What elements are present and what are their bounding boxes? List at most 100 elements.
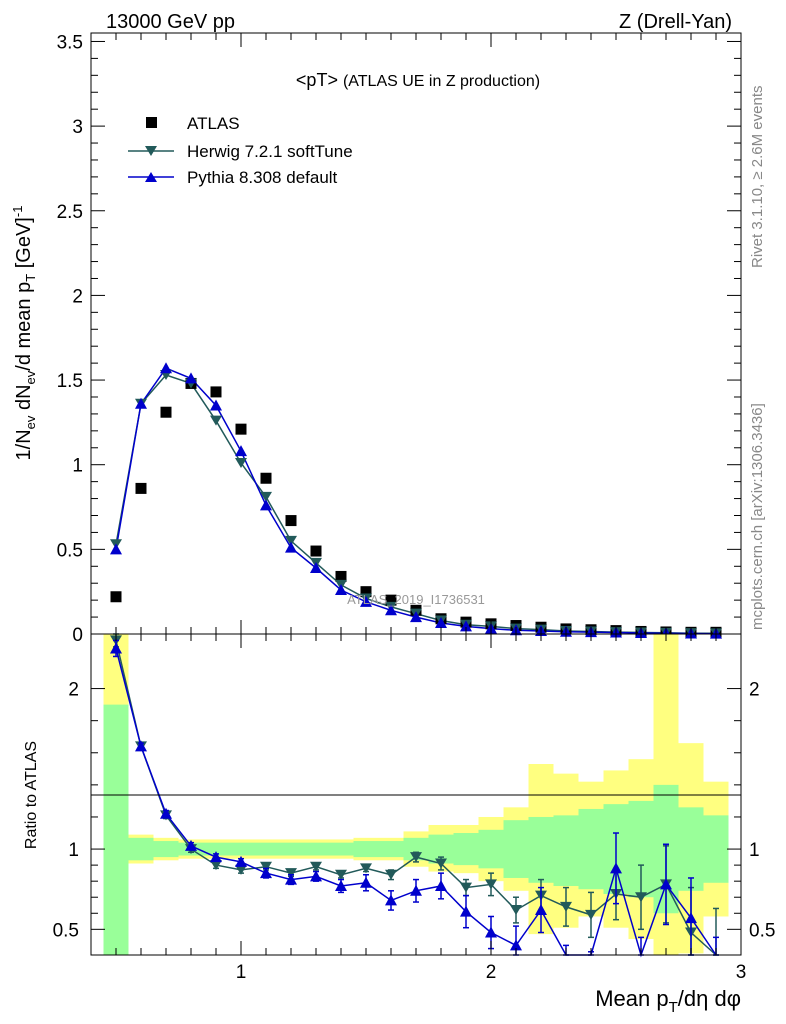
ratio-y-tick-label-right: 1 [749,840,760,861]
main-title: <pT> (ATLAS UE in Z production) [296,70,540,90]
ratio-panel: 0.5 0.5 1 1 2 2 1 2 3 Ratio to ATLAS Mean pT/dη… [23,633,775,1016]
main-panel: 0 0.5 1 1.5 2 2.5 3 3.5 <pT> (ATLAS UE in Z pro… [10,32,742,646]
pythia-ratio-point [335,879,347,891]
pythia-point [335,583,347,595]
herwig-ratio-point [510,905,522,916]
main-y-ticks: 0 0.5 1 1.5 2 2.5 3 3.5 [57,32,742,646]
ratio-y-tick-label: 0.5 [53,920,79,941]
atlas-point [260,472,272,484]
x-axis-label: Mean pT/dη dφ [595,986,741,1016]
pythia-ratio-point [685,912,697,924]
herwig-point [235,458,247,469]
x-tick-label: 1 [236,962,247,983]
atlas-point [235,423,247,435]
main-y-tick-label: 1.5 [57,371,83,392]
stat-uncertainty-band [378,841,404,858]
herwig-ratio-point [235,864,247,875]
main-y-tick-label: 1 [72,456,83,477]
pythia-ratio-point [135,740,147,752]
herwig-ratio-point [635,892,647,903]
pythia-ratio-point [660,878,672,890]
herwig-point [210,415,222,426]
pythia-point [360,595,372,607]
stat-uncertainty-band [303,842,329,856]
herwig-ratio-point [485,879,497,890]
pythia-ratio-point [485,926,497,938]
pythia-ratio-point [310,870,322,882]
main-y-tick-label: 0 [72,625,83,646]
pythia-point [435,616,447,628]
pythia-ratio-point [160,807,172,819]
legend-label-pythia: Pythia 8.308 default [187,168,338,187]
watermark: ATLAS_2019_I1736531 [347,592,485,607]
pythia-point [310,561,322,573]
stat-uncertainty-band [203,842,229,856]
pythia-point [385,604,397,616]
main-y-tick-label: 3 [72,117,83,138]
stat-uncertainty-band [703,815,729,883]
ratio-y-axis-label: Ratio to ATLAS [23,741,40,849]
ratio-y-tick-label: 1 [68,840,79,861]
header-right: Z (Drell-Yan) [619,11,732,33]
ratio-y-tick-label: 2 [68,680,79,701]
ratio-x-ticks: 1 2 3 [115,634,746,983]
pythia-ratio-point [285,873,297,885]
ratio-marks [110,633,719,958]
legend: ATLAS Herwig 7.2.1 softTune Pythia 8.308… [128,114,353,187]
atlas-point [310,545,322,557]
herwig-ratio-point [585,909,597,920]
herwig-point [260,491,272,502]
herwig-ratio-point [360,863,372,874]
pythia-point [260,499,272,511]
herwig-ratio-point [310,861,322,872]
pythia-ratio-point [360,876,372,888]
x-tick-label: 2 [486,962,497,983]
rivet-label: Rivet 3.1.10, ≥ 2.6M events [749,86,766,269]
herwig-ratio-point [435,858,447,869]
pythia-point [210,399,222,411]
pythia-point [460,620,472,632]
main-y-tick-label: 2 [72,286,83,307]
herwig-ratio-point [285,868,297,879]
stat-uncertainty-band [528,816,554,883]
svg-text:1/Nev dNev/d mean pT [GeV]-1: 1/Nev dNev/d mean pT [GeV]-1 [10,206,38,461]
mcplots-label: mcplots.cern.ch [arXiv:1306.3436] [749,403,766,630]
stat-uncertainty-band [478,829,504,869]
herwig-ratio-point [260,861,272,872]
atlas-point [210,386,222,398]
main-y-axis-label: 1/Nev dNev/d mean pT [GeV]-1 [10,206,38,461]
pythia-ratio-point [410,884,422,896]
pythia-point [410,611,422,623]
pythia-ratio-point [535,904,547,916]
stat-uncertainty-band [353,841,379,858]
pythia-ratio-point [235,855,247,867]
herwig-ratio-point [385,869,397,880]
atlas-point [110,591,122,603]
stat-uncertainty-band [578,808,604,890]
atlas-point [360,586,372,598]
ratio-y-tick-label-right: 2 [749,680,760,701]
main-y-tick-label: 2.5 [57,202,83,223]
stat-uncertainty-band [153,841,179,858]
pythia-point [135,397,147,409]
stat-uncertainty-band [328,842,354,856]
pythia-ratio-point [460,905,472,917]
legend-marker-pythia [145,172,157,182]
atlas-point [335,570,347,582]
stat-uncertainty-band [678,807,704,891]
atlas-point [285,515,297,527]
pythia-ratio-point [185,839,197,851]
pythia-point [160,362,172,374]
stat-uncertainty-band [453,833,479,866]
stat-uncertainty-band [128,837,154,861]
legend-marker-atlas [146,117,157,128]
pythia-ratio-point [510,939,522,951]
main-y-tick-label: 0.5 [57,540,83,561]
pythia-ratio-point [110,642,122,654]
stat-uncertainty-band [403,837,429,861]
pythia-point [285,541,297,553]
pythia-ratio-point [610,862,622,874]
atlas-point [385,594,397,606]
atlas-point [160,406,172,418]
